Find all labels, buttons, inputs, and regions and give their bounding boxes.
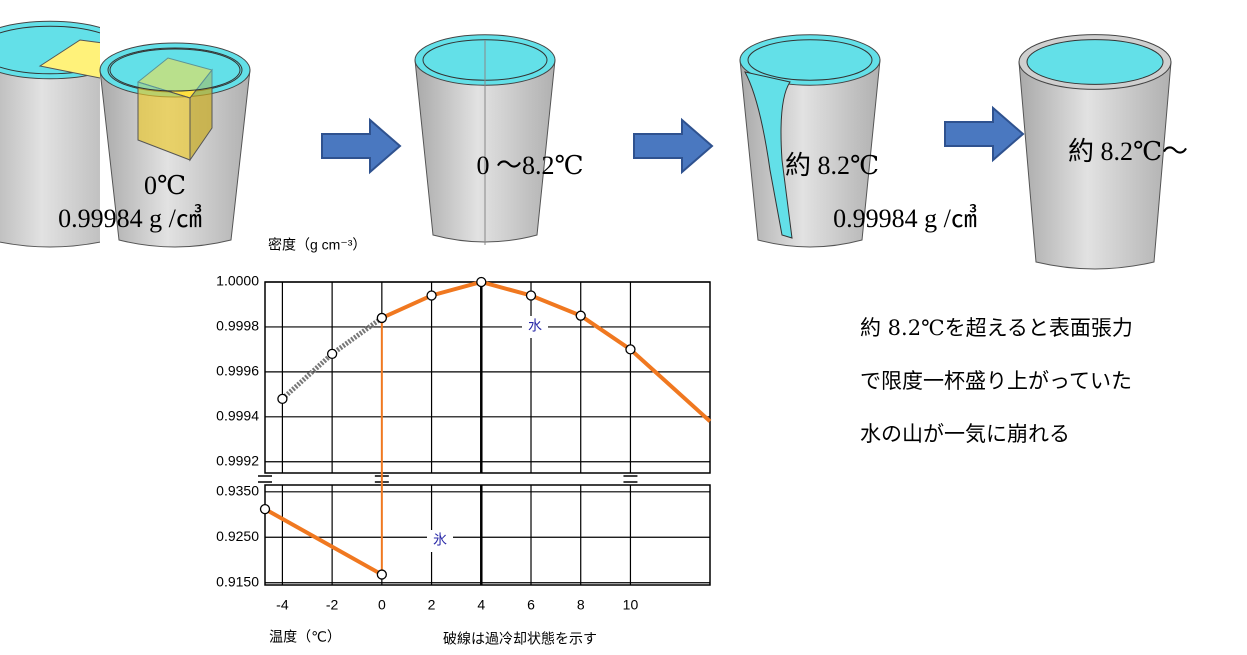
chart-note: 破線は過冷却状態を示す: [443, 631, 597, 647]
y-tick-label: 0.9998: [216, 318, 259, 334]
x-tick-label: 2: [428, 597, 436, 613]
y-tick-label: 0.9150: [216, 573, 259, 589]
y-tick-label: 0.9350: [216, 483, 259, 499]
y-axis-label: 密度（g cm⁻³）: [268, 237, 366, 253]
data-point: [377, 313, 386, 322]
x-tick-label: -4: [276, 597, 289, 613]
data-point: [377, 570, 386, 579]
x-tick-label: 4: [477, 597, 485, 613]
page: 0℃ 0.99984 g /㎤ 0 ～8.2℃ 約 8.2℃ 0.99984 g…: [0, 0, 1247, 655]
arrow: [945, 108, 1023, 160]
data-point: [427, 291, 436, 300]
step-label: 約 8.2℃～: [1068, 137, 1188, 166]
data-point: [576, 311, 585, 320]
arrow: [322, 120, 400, 172]
water-surface: [110, 49, 240, 91]
water-surface: [1027, 40, 1163, 85]
series-label: 氷: [433, 532, 447, 548]
y-tick-label: 0.9994: [216, 408, 259, 424]
x-tick-label: -2: [326, 597, 339, 613]
step-label: 0 ～8.2℃: [476, 151, 583, 180]
chart: 1.0000 0.9998 0.9996 0.9994 0.9992 0.9350 0.92…: [216, 273, 710, 613]
data-point: [477, 278, 486, 287]
note-line: 約 8.2℃を超えると表面張力: [860, 316, 1133, 340]
x-axis-label: 温度（℃）: [269, 629, 341, 645]
step-label: 0℃: [144, 171, 186, 200]
x-tick-label: 0: [378, 597, 386, 613]
data-point: [261, 505, 270, 514]
data-point: [626, 345, 635, 354]
y-tick-label: 1.0000: [216, 273, 259, 289]
x-tick-label: 8: [577, 597, 585, 613]
x-tick-label: 10: [623, 597, 639, 613]
step-density: 0.99984 g /㎤: [58, 204, 202, 233]
water-surface: [748, 40, 872, 80]
step-label: 約 8.2℃: [785, 151, 879, 180]
series-label: 水: [528, 318, 542, 334]
x-tick-label: 6: [527, 597, 535, 613]
y-tick-label: 0.9250: [216, 528, 259, 544]
y-tick-label: 0.9996: [216, 363, 259, 379]
note-line: 水の山が一気に崩れる: [860, 422, 1070, 446]
y-tick-label: 0.9992: [216, 452, 259, 468]
data-point: [527, 291, 536, 300]
step-density: 0.99984 g /㎤: [833, 204, 977, 233]
arrow: [634, 120, 712, 172]
data-point: [278, 394, 287, 403]
data-point: [328, 349, 337, 358]
note-line: で限度一杯盛り上がっていた: [860, 369, 1132, 393]
